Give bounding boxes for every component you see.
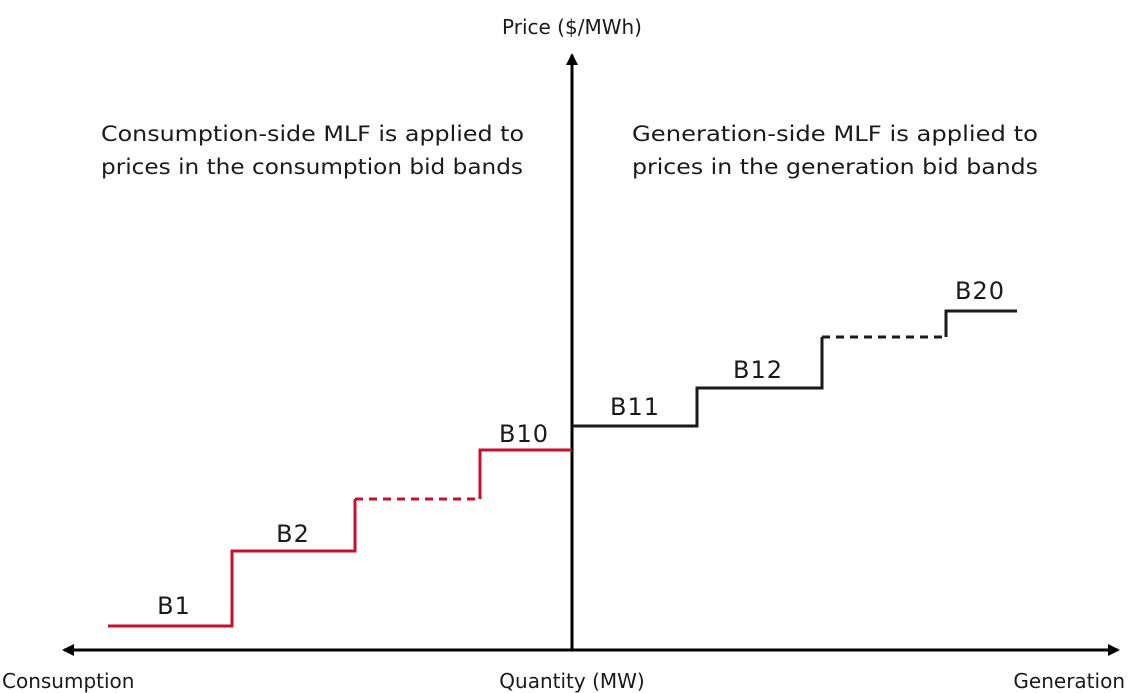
generation-steps-solid-1 — [572, 337, 824, 428]
band-label-b2: B2 — [276, 520, 310, 548]
x-axis-left-label: Consumption — [2, 669, 134, 693]
generation-bid-curve — [572, 309, 1017, 428]
generation-note-line-2: prices in the generation bid bands — [632, 155, 1038, 179]
consumption-note-line-2: prices in the consumption bid bands — [101, 155, 523, 179]
consumption-note-line-1: Consumption-side MLF is applied to — [101, 122, 524, 146]
generation-note-line-1: Generation-side MLF is applied to — [632, 122, 1038, 146]
x-axis-right-label: Generation — [1013, 669, 1125, 693]
band-label-b20: B20 — [955, 277, 1005, 305]
y-axis-label: Price ($/MWh) — [502, 15, 642, 39]
consumption-steps-solid-1 — [108, 499, 357, 628]
consumption-steps-solid-2 — [478, 448, 572, 499]
band-label-b10: B10 — [499, 420, 549, 448]
band-label-b1: B1 — [157, 592, 191, 620]
x-axis-label: Quantity (MW) — [499, 669, 644, 693]
generation-steps-solid-2 — [944, 309, 1017, 337]
band-label-b12: B12 — [733, 356, 783, 384]
consumption-bid-curve — [108, 448, 572, 628]
band-label-b11: B11 — [610, 393, 660, 421]
